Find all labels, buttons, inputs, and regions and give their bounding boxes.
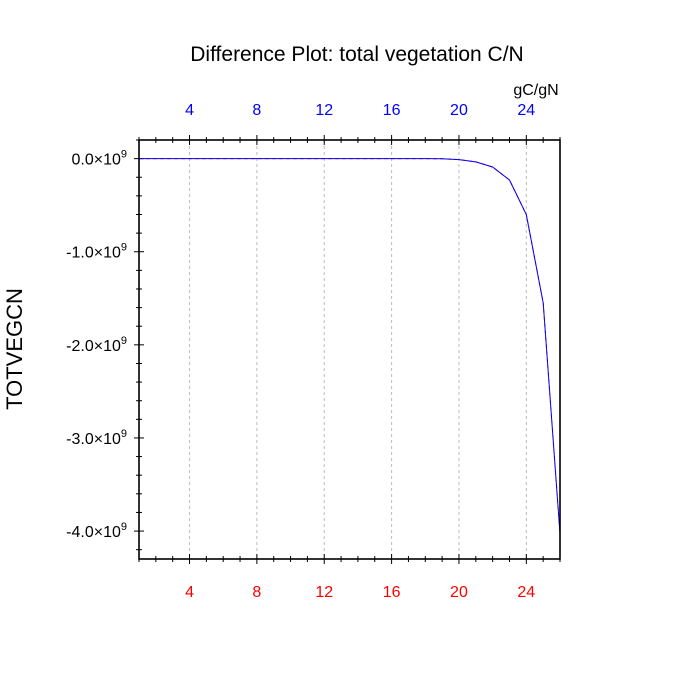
- y-tick-label: -4.0×109: [66, 521, 127, 541]
- top-tick-label: 24: [517, 102, 535, 119]
- series-line-1: [139, 158, 561, 534]
- grid-lines: [189, 140, 527, 559]
- bottom-tick-label: 4: [185, 584, 194, 601]
- axis-ticks: [134, 135, 561, 564]
- bottom-tick-label: 20: [450, 584, 468, 601]
- top-tick-label: 16: [383, 102, 401, 119]
- y-tick-label: -1.0×109: [66, 242, 127, 262]
- top-tick-label: 20: [450, 102, 468, 119]
- top-tick-label: 4: [185, 102, 194, 119]
- bottom-tick-label: 16: [383, 584, 401, 601]
- top-tick-labels: 4 8 12 16 20 24: [185, 102, 535, 119]
- series-line-2: [139, 158, 561, 534]
- y-tick-label: -3.0×109: [66, 428, 127, 448]
- series-lines: [139, 158, 561, 534]
- bottom-tick-label: 8: [252, 584, 261, 601]
- bottom-tick-labels: 4 8 12 16 20 24: [185, 584, 535, 601]
- chart-title: Difference Plot: total vegetation C/N: [190, 43, 523, 66]
- y-tick-labels: 0.0×109 -1.0×109 -2.0×109 -3.0×109 -4.0×109: [66, 149, 127, 541]
- y-tick-label: 0.0×109: [71, 149, 127, 169]
- top-axis-unit-label: gC/gN: [513, 82, 558, 99]
- y-axis-label: TOTVEGCN: [2, 288, 27, 410]
- y-tick-label: -2.0×109: [66, 335, 127, 355]
- bottom-tick-label: 12: [315, 584, 333, 601]
- plot-frame: [138, 139, 561, 560]
- top-tick-label: 12: [315, 102, 333, 119]
- top-tick-label: 8: [252, 102, 261, 119]
- bottom-tick-label: 24: [517, 584, 535, 601]
